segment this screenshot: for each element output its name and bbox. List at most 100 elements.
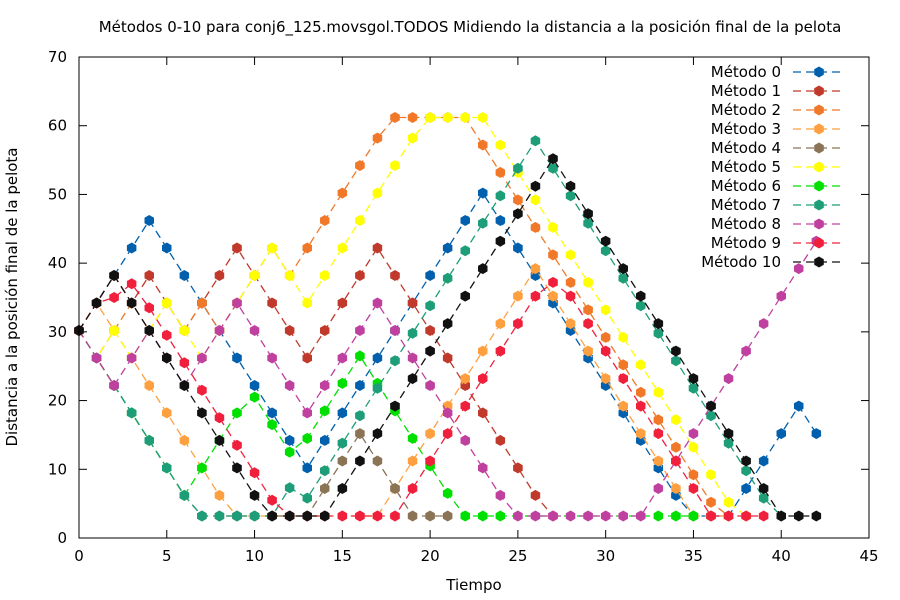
data-point (162, 329, 172, 341)
data-point (495, 190, 506, 202)
x-tick-label: 25 (508, 547, 527, 565)
data-point (302, 510, 312, 522)
legend-marker (814, 104, 824, 116)
data-point (794, 263, 804, 275)
data-point (390, 325, 400, 336)
data-point (618, 400, 628, 412)
data-point (249, 325, 260, 336)
series-line (78, 116, 729, 517)
data-point (337, 297, 348, 309)
data-point (284, 270, 295, 281)
data-point (302, 242, 312, 254)
data-point (91, 297, 102, 309)
data-point (407, 112, 418, 123)
data-point (162, 462, 172, 474)
y-tick-label: 30 (48, 323, 67, 341)
data-point (390, 270, 400, 281)
data-point (407, 132, 418, 144)
data-point (425, 325, 435, 336)
data-point (442, 272, 453, 284)
data-point (372, 297, 383, 309)
data-point (267, 407, 277, 419)
data-point (407, 455, 418, 467)
data-point (565, 290, 576, 302)
data-point (355, 160, 365, 172)
data-point (425, 380, 435, 391)
data-point (688, 469, 699, 481)
data-point (267, 242, 277, 254)
y-tick-label: 60 (48, 117, 67, 135)
data-point (741, 455, 751, 467)
data-point (144, 270, 154, 281)
data-point (284, 434, 295, 446)
data-point (460, 434, 470, 446)
data-point (302, 492, 312, 504)
data-point (653, 414, 664, 426)
legend-label: Método 9 (711, 234, 781, 252)
legend-marker (814, 237, 824, 249)
data-point (126, 352, 137, 364)
data-point (688, 441, 699, 453)
data-point (495, 139, 506, 151)
data-point (565, 180, 576, 192)
data-point (811, 428, 822, 440)
data-point (688, 428, 699, 440)
data-point (460, 510, 470, 522)
data-point (565, 510, 576, 522)
data-point (618, 272, 628, 284)
series-layer (74, 112, 822, 522)
x-tick-label: 5 (162, 547, 172, 565)
data-point (583, 318, 593, 330)
data-point (320, 510, 330, 522)
data-point (548, 162, 558, 174)
data-point (548, 153, 558, 165)
data-point (144, 434, 154, 446)
data-point (109, 292, 119, 303)
data-point (723, 496, 734, 508)
data-point (495, 166, 506, 178)
x-tick-label: 40 (772, 547, 791, 565)
data-point (214, 489, 225, 501)
data-point (390, 160, 400, 172)
data-point (425, 112, 435, 123)
data-point (583, 345, 593, 357)
data-point (302, 352, 312, 364)
data-point (688, 510, 699, 522)
data-point (372, 510, 383, 522)
legend-marker (814, 180, 824, 192)
data-point (302, 462, 312, 474)
data-point (600, 380, 611, 391)
data-point (671, 455, 681, 467)
data-point (249, 489, 260, 501)
data-point (109, 325, 119, 336)
data-point (495, 318, 506, 330)
data-point (530, 489, 541, 501)
data-point (337, 352, 348, 364)
data-point (126, 278, 137, 290)
data-point (407, 510, 418, 522)
data-point (109, 270, 119, 281)
data-point (478, 187, 488, 199)
data-point (337, 407, 348, 419)
data-point (495, 235, 506, 247)
data-point (407, 483, 418, 494)
y-tick-label: 70 (48, 48, 67, 66)
data-point (425, 428, 435, 440)
data-point (320, 215, 330, 226)
data-point (671, 345, 681, 357)
legend-marker (814, 123, 824, 135)
data-point (232, 352, 242, 364)
data-point (653, 318, 664, 330)
data-point (355, 270, 365, 281)
legend-marker (814, 199, 824, 211)
data-point (653, 386, 664, 398)
data-point (302, 432, 312, 444)
data-point (197, 297, 207, 309)
legend-marker (814, 218, 824, 230)
data-point (495, 510, 506, 522)
data-point (249, 467, 260, 479)
x-tick-label: 30 (596, 547, 615, 565)
data-point (794, 510, 804, 522)
data-point (390, 355, 400, 367)
